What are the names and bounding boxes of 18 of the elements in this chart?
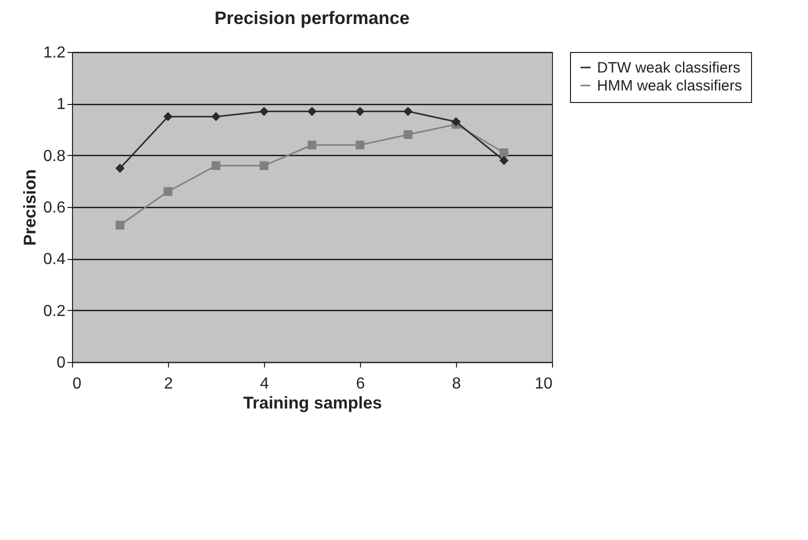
- x-tick-label: 6: [356, 376, 366, 392]
- x-tick-label: 2: [164, 376, 174, 392]
- y-tick-label: 1: [56, 96, 66, 114]
- y-tick-label: 0.4: [43, 251, 66, 268]
- x-axis-title: Training samples: [243, 394, 382, 412]
- chart-title: Precision performance: [214, 8, 410, 28]
- y-tick-label: 0.8: [43, 148, 66, 165]
- y-tick-label: 0.6: [43, 200, 66, 216]
- x-tick-label: 10: [534, 376, 553, 392]
- y-axis-title: Precision: [20, 169, 40, 246]
- x-tick-label: 8: [452, 376, 462, 392]
- y-tick-label: 0: [56, 354, 66, 372]
- x-tick-label: 4: [260, 376, 270, 392]
- y-tick-label: 1.2: [43, 44, 66, 62]
- y-tick-label: 0.2: [43, 302, 66, 320]
- legend-label: DTW weak classifiers: [597, 60, 740, 76]
- legend-label: HMM weak classifiers: [597, 78, 742, 94]
- x-tick-label: 0: [72, 376, 82, 392]
